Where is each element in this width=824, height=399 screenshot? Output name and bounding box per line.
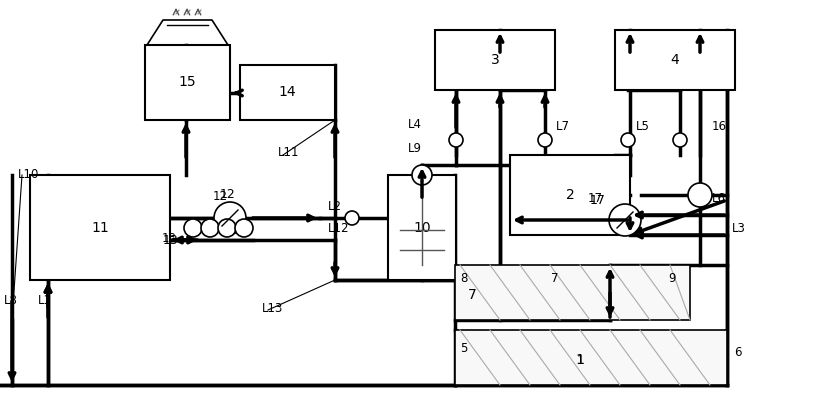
Circle shape bbox=[345, 211, 359, 225]
Text: 2: 2 bbox=[565, 188, 574, 202]
Circle shape bbox=[688, 183, 712, 207]
Text: 13: 13 bbox=[162, 231, 177, 245]
Bar bbox=[455, 265, 690, 320]
Circle shape bbox=[184, 219, 202, 237]
Text: L10: L10 bbox=[18, 168, 40, 182]
Text: L12: L12 bbox=[328, 221, 349, 235]
Bar bbox=[388, 175, 456, 280]
Text: 13: 13 bbox=[162, 233, 178, 247]
Text: L4: L4 bbox=[408, 119, 422, 132]
Text: 7: 7 bbox=[551, 271, 559, 284]
Text: 12: 12 bbox=[213, 190, 227, 203]
Text: 14: 14 bbox=[279, 85, 297, 99]
Circle shape bbox=[538, 133, 552, 147]
Circle shape bbox=[235, 219, 253, 237]
Text: L1: L1 bbox=[38, 294, 52, 306]
Text: L7: L7 bbox=[556, 119, 570, 132]
Circle shape bbox=[218, 219, 236, 237]
Text: 6: 6 bbox=[734, 346, 742, 359]
Text: L2: L2 bbox=[328, 201, 342, 213]
Text: 8: 8 bbox=[460, 271, 467, 284]
Circle shape bbox=[609, 204, 641, 236]
Bar bbox=[455, 330, 727, 385]
Text: 12: 12 bbox=[220, 188, 236, 201]
Bar bbox=[615, 30, 735, 90]
Circle shape bbox=[673, 133, 687, 147]
Text: L9: L9 bbox=[408, 142, 422, 154]
Text: L6: L6 bbox=[712, 192, 726, 205]
Circle shape bbox=[201, 219, 219, 237]
Text: 7: 7 bbox=[468, 288, 476, 302]
Text: 5: 5 bbox=[460, 342, 467, 354]
Text: 3: 3 bbox=[490, 53, 499, 67]
Text: L5: L5 bbox=[636, 119, 650, 132]
Bar bbox=[435, 30, 555, 90]
Bar bbox=[510, 155, 630, 235]
Circle shape bbox=[449, 133, 463, 147]
Text: 4: 4 bbox=[671, 53, 679, 67]
Text: 17: 17 bbox=[588, 192, 603, 205]
Bar bbox=[240, 65, 335, 120]
Bar bbox=[145, 45, 230, 120]
Text: L3: L3 bbox=[732, 221, 746, 235]
Text: 17: 17 bbox=[590, 194, 606, 207]
Text: 11: 11 bbox=[91, 221, 109, 235]
Text: L11: L11 bbox=[278, 146, 299, 158]
Circle shape bbox=[621, 133, 635, 147]
Text: 1: 1 bbox=[576, 354, 583, 367]
Text: 1: 1 bbox=[575, 353, 584, 367]
Text: L13: L13 bbox=[262, 302, 283, 314]
Text: 10: 10 bbox=[413, 221, 431, 235]
Text: 16: 16 bbox=[712, 119, 727, 132]
Circle shape bbox=[412, 165, 432, 185]
Text: 15: 15 bbox=[179, 75, 196, 89]
Circle shape bbox=[214, 202, 246, 234]
Text: L8: L8 bbox=[4, 294, 18, 306]
Bar bbox=[30, 175, 170, 280]
Text: 9: 9 bbox=[668, 271, 676, 284]
